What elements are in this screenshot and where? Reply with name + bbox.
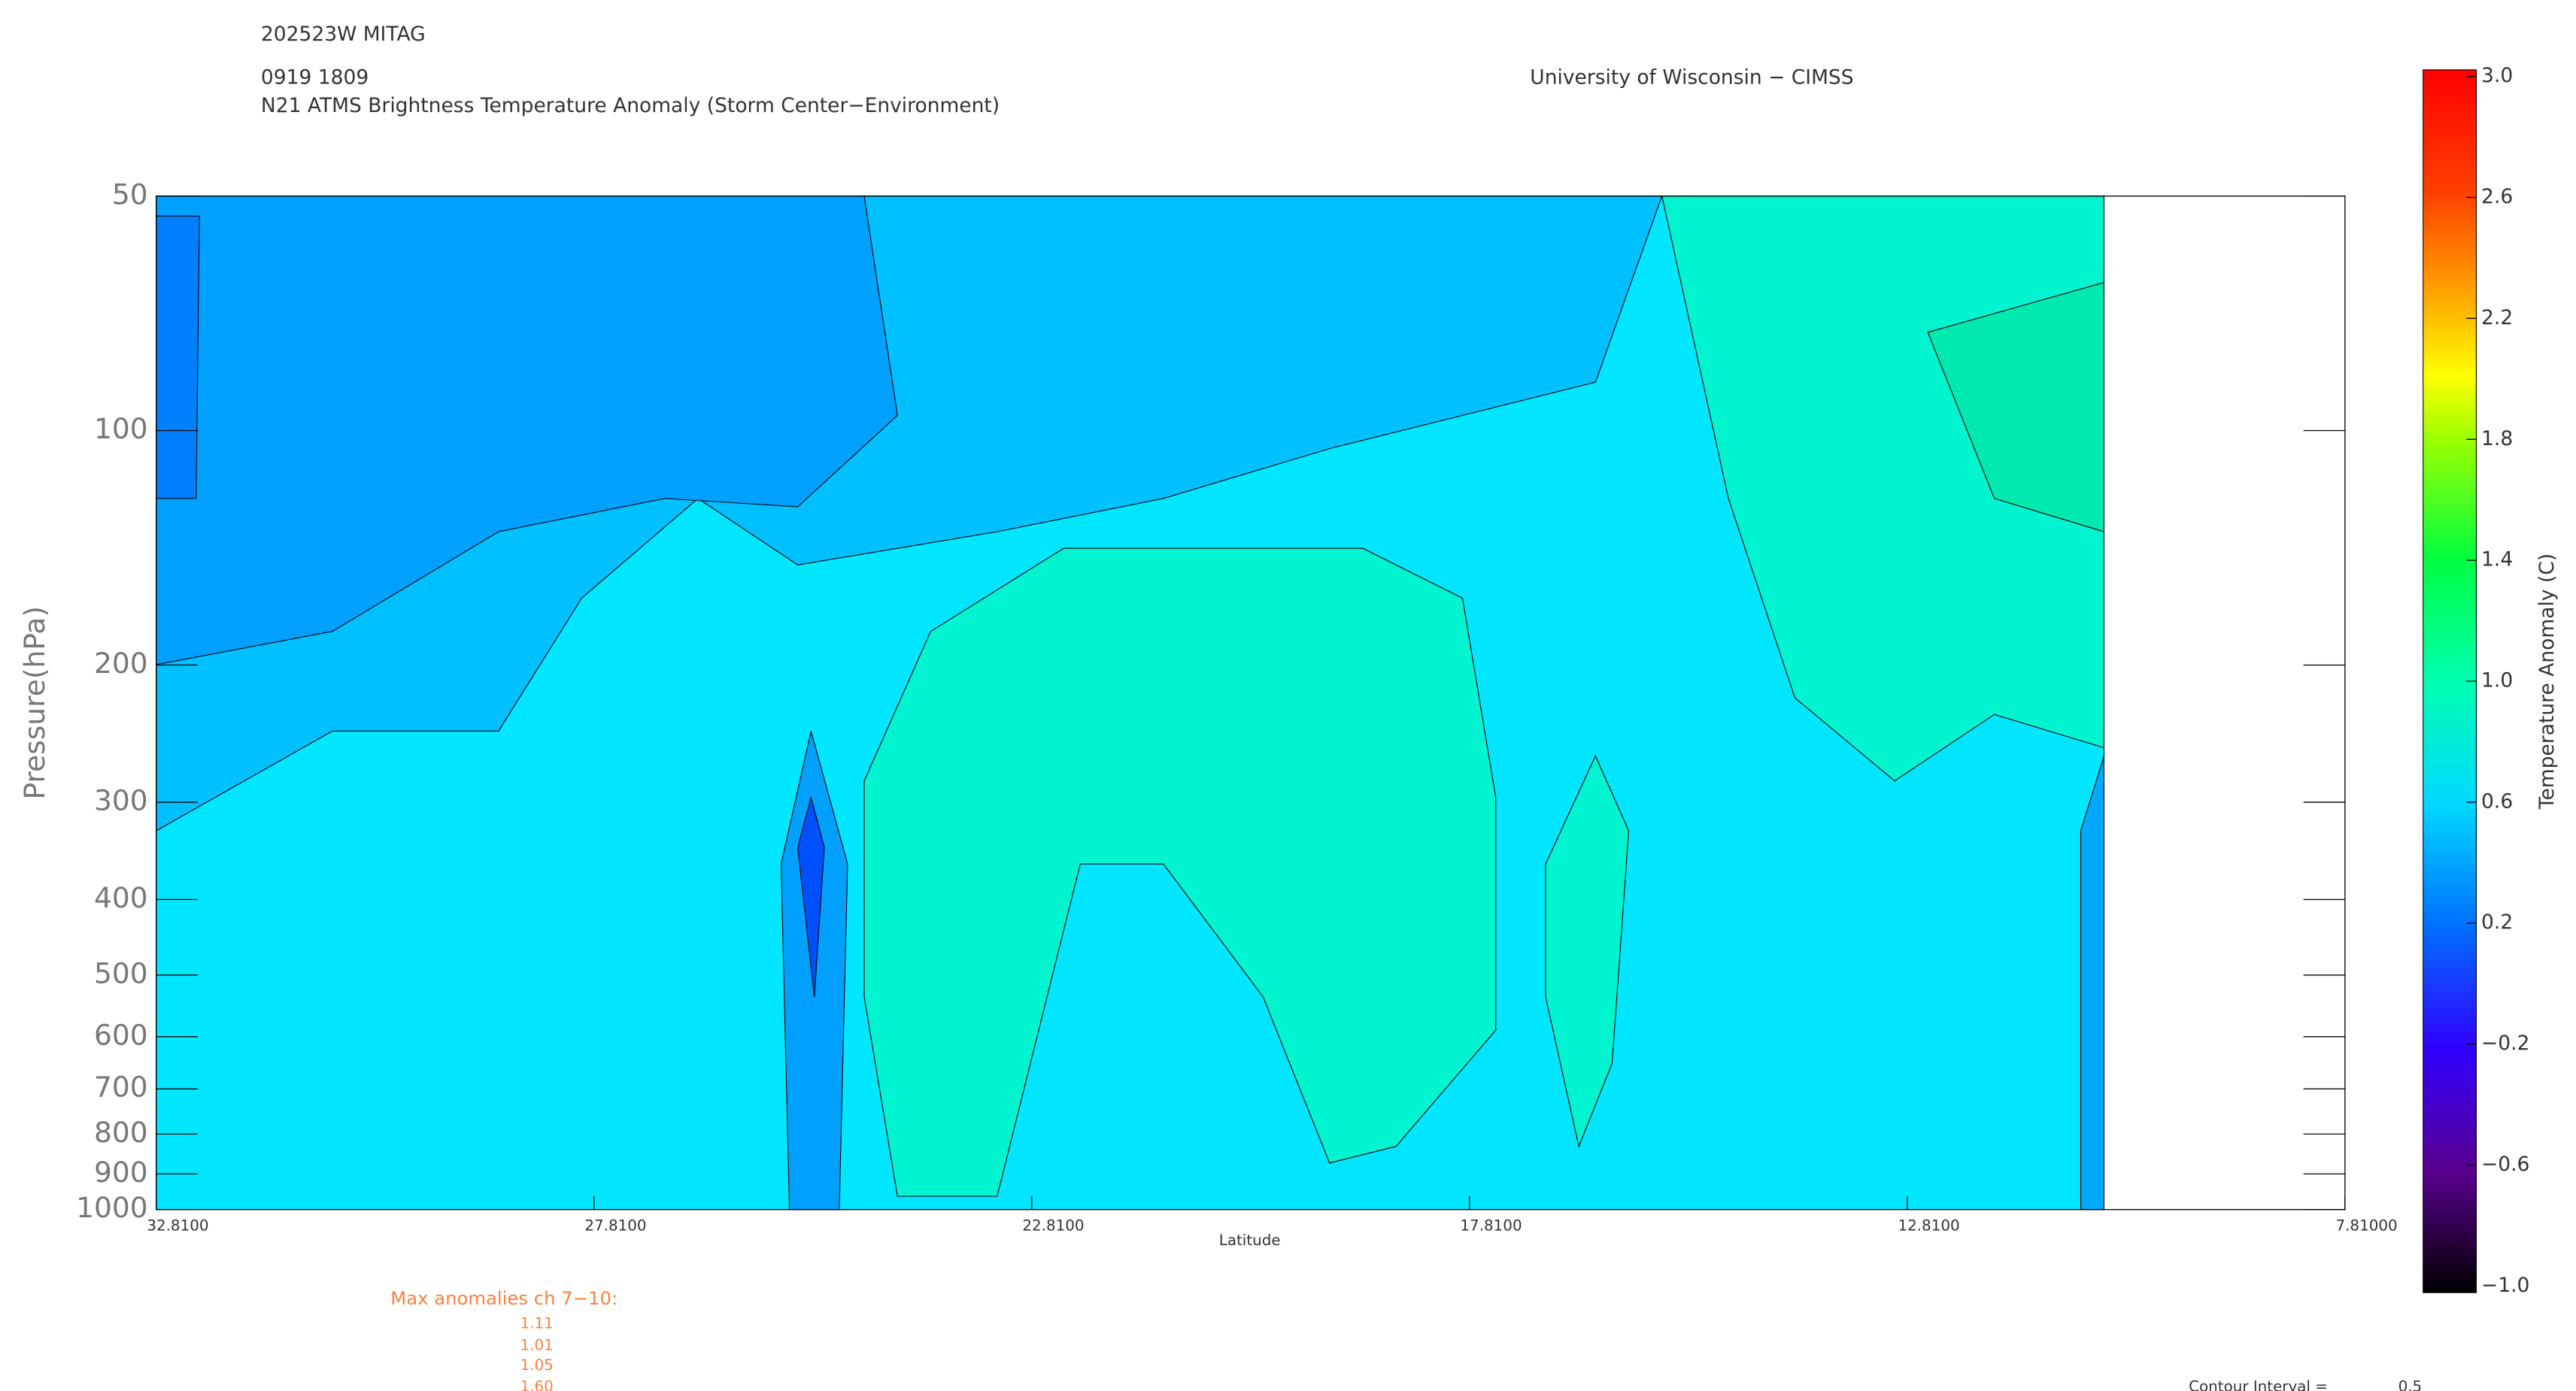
max-anomaly: 1.11 (520, 1315, 554, 1332)
plot-frame (156, 195, 2346, 1211)
colorbar-tick-label: 2.2 (2481, 306, 2513, 329)
x-tick-label: 17.8100 (1460, 1217, 1522, 1234)
colorbar-tick-label: 2.6 (2481, 185, 2513, 208)
contour-region (863, 547, 1497, 1197)
y-tick-label: 200 (94, 647, 148, 680)
header-line: 202523W MITAG (261, 23, 426, 46)
contour-region (156, 215, 200, 499)
max-anomaly: 1.60 (520, 1378, 554, 1391)
colorbar-tick-label: −0.2 (2481, 1032, 2529, 1055)
y-tick-label: 600 (94, 1018, 148, 1051)
colorbar-tick-label: 0.2 (2481, 911, 2513, 934)
x-tick-label: 12.8100 (1898, 1217, 1959, 1234)
y-tick-label: 500 (94, 956, 148, 989)
contour-interval: 0.5 (2399, 1378, 2423, 1391)
colorbar-tick-label: 1.4 (2481, 548, 2513, 571)
colorbar-tick-label: 3.0 (2481, 64, 2513, 87)
y-tick-label: 700 (94, 1071, 148, 1104)
colorbar-tick-label: 1.8 (2481, 427, 2513, 450)
contour-region (2080, 756, 2105, 1211)
x-tick-label: 7.81000 (2335, 1217, 2397, 1234)
contour-region (1545, 755, 1630, 1148)
y-tick-label: 300 (94, 783, 148, 817)
y-tick-label: 400 (94, 881, 148, 914)
y-tick-label: 900 (94, 1156, 148, 1189)
contour-region (1927, 281, 2105, 532)
contour-interval-label: Contour Interval = (2189, 1378, 2328, 1391)
x-tick-label: 27.8100 (584, 1217, 646, 1234)
y-axis-label: Pressure(hPa) (18, 606, 51, 799)
x-tick-label: 32.8100 (147, 1217, 208, 1234)
max-anomalies-label: Max anomalies ch 7−10: (390, 1287, 617, 1309)
colorbar-label: Temperature Anomaly (C) (2535, 553, 2559, 810)
x-tick-label: 22.8100 (1022, 1217, 1084, 1234)
y-tick-label: 1000 (76, 1191, 148, 1224)
colorbar-tick-label: −0.6 (2481, 1153, 2529, 1176)
header-line: 0919 1809 (261, 65, 369, 89)
y-tick-label: 100 (94, 412, 148, 445)
colorbar-tick-label: 1.0 (2481, 668, 2513, 692)
max-anomaly: 1.01 (520, 1336, 554, 1353)
contour-field (156, 195, 2105, 1211)
credit: University of Wisconsin − CIMSS (1530, 65, 1853, 89)
chart-title: N21 ATMS Brightness Temperature Anomaly … (261, 94, 1000, 117)
y-tick-label: 50 (112, 177, 148, 211)
x-axis-label: Latitude (1219, 1232, 1281, 1249)
max-anomaly: 1.05 (520, 1356, 554, 1374)
contour-region (797, 796, 825, 997)
y-tick-label: 800 (94, 1116, 148, 1149)
colorbar-tick-label: −1.0 (2481, 1274, 2529, 1297)
colorbar-tick-label: 0.6 (2481, 789, 2513, 813)
